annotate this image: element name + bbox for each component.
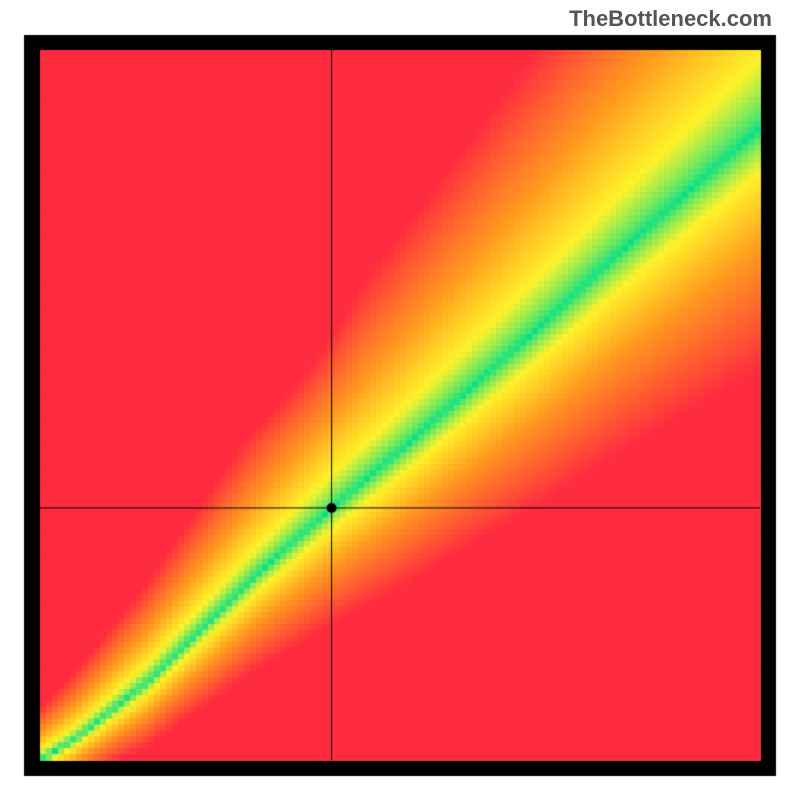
bottleneck-heatmap-canvas [0,0,800,800]
chart-container: TheBottleneck.com [0,0,800,800]
watermark-text: TheBottleneck.com [569,6,772,32]
